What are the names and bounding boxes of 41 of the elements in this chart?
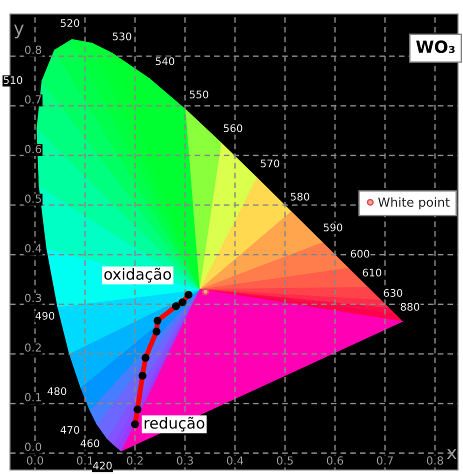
- annotation: 560: [224, 124, 242, 132]
- x-axis-title: x: [446, 449, 457, 460]
- x-tick-label: 0.8: [426, 456, 444, 465]
- x-tick-label: 0.7: [376, 456, 393, 465]
- annotation: 580: [290, 192, 310, 201]
- annotation: oxidação: [104, 268, 171, 283]
- annotation: 600: [350, 250, 370, 258]
- annotation: 490: [36, 312, 54, 320]
- x-tick-label: 0.3: [176, 456, 193, 465]
- annotation: 880: [400, 302, 420, 311]
- annotation: 590: [324, 224, 342, 232]
- y-tick-label: 0.4: [25, 244, 42, 252]
- annotation: 460: [80, 439, 100, 448]
- y-axis-title: y: [14, 24, 24, 38]
- y-tick-label: 0.1: [25, 392, 41, 402]
- annotation: 510: [4, 76, 22, 84]
- legend-label: White point: [378, 197, 450, 210]
- annotation: 470: [60, 426, 80, 434]
- x-tick-label: 0.2: [126, 456, 143, 465]
- annotation: 420: [93, 462, 112, 470]
- annotation: redução: [144, 416, 204, 432]
- annotation: 570: [260, 159, 280, 168]
- y-tick-label: 0.0: [25, 442, 42, 451]
- y-tick-label: 0.8: [25, 46, 42, 54]
- annotation: 540: [156, 57, 174, 66]
- annotation: 550: [190, 90, 208, 98]
- annotation: 630: [384, 288, 402, 297]
- y-tick-label: 0.7: [25, 95, 41, 104]
- x-tick-label: 0.1: [76, 456, 93, 465]
- x-tick-label: 0.4: [226, 456, 244, 465]
- text: WO₃: [416, 40, 455, 54]
- annotation: 480: [48, 387, 66, 396]
- x-tick-label: 0.5: [276, 456, 293, 465]
- annotation: 530: [112, 32, 132, 40]
- y-tick-label: 0.2: [25, 343, 41, 352]
- x-tick-label: 0.6: [326, 456, 344, 465]
- y-tick-label: 0.5: [25, 194, 41, 203]
- y-tick-label: 0.6: [25, 144, 42, 154]
- y-tick-label: 0.3: [25, 294, 42, 302]
- annotation: 520: [60, 19, 80, 27]
- annotation: 610: [362, 268, 382, 277]
